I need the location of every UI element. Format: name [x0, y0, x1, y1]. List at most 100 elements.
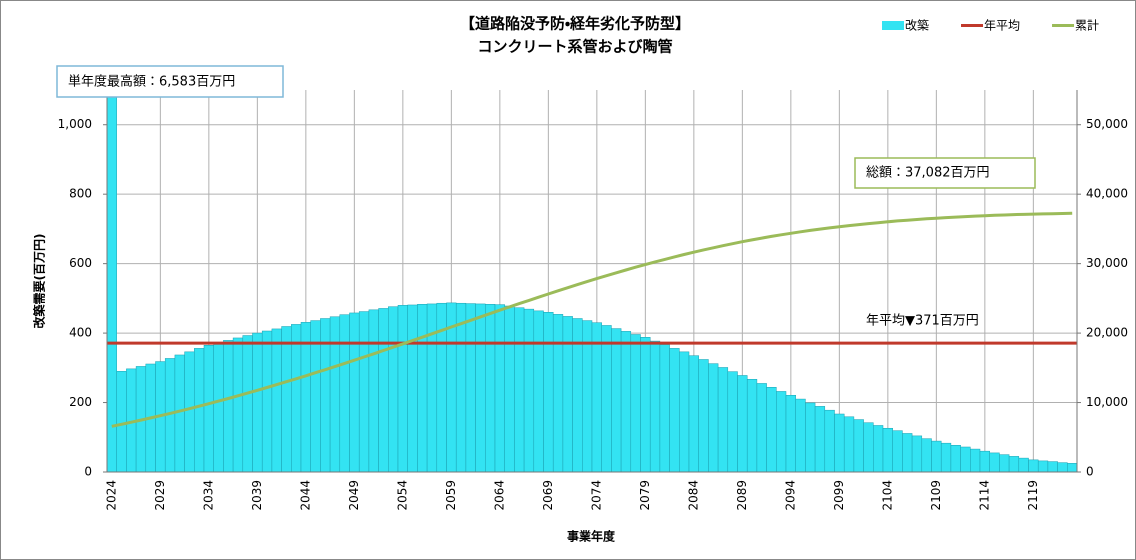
bar [203, 344, 214, 472]
bar [261, 330, 273, 472]
y-tick-label: 0 [84, 465, 92, 479]
bar [611, 328, 622, 472]
bar [455, 302, 467, 472]
x-tick-label: 2064 [492, 480, 506, 511]
bar [746, 379, 758, 472]
bar [834, 413, 845, 472]
bar [552, 314, 564, 472]
x-tick-label: 2104 [880, 480, 894, 511]
bar [232, 337, 244, 472]
x-tick-label: 2029 [153, 480, 167, 511]
bar [358, 311, 370, 472]
bar [533, 310, 544, 472]
bar [339, 314, 350, 472]
bar [940, 442, 952, 472]
bar [863, 422, 874, 472]
bar [717, 367, 729, 472]
bar [116, 371, 127, 472]
bar [979, 450, 990, 472]
legend-label: 年平均 [984, 19, 1020, 33]
y2-tick-label: 20,000 [1086, 326, 1128, 340]
x-tick-label: 2084 [686, 480, 700, 511]
bar [494, 304, 505, 472]
bar [999, 454, 1010, 472]
bar [417, 304, 428, 472]
x-tick-label: 2119 [1026, 480, 1040, 511]
bar [785, 395, 796, 472]
legend-label: 改築 [905, 18, 929, 33]
bar [659, 344, 670, 472]
legend-swatch [882, 21, 904, 30]
x-tick-label: 2059 [444, 480, 458, 511]
bar [911, 435, 923, 472]
bar [669, 348, 680, 472]
y-tick-label: 200 [69, 395, 92, 409]
bar [407, 304, 418, 472]
bar [921, 438, 932, 472]
bar [562, 316, 573, 472]
bar [698, 359, 709, 472]
x-tick-label: 2114 [977, 480, 991, 511]
bar [950, 445, 961, 472]
x-tick-label: 2074 [589, 480, 603, 511]
bar [708, 363, 719, 472]
bar [795, 398, 806, 472]
bar [902, 433, 913, 472]
bar [300, 322, 311, 472]
bar [514, 307, 525, 472]
bar [475, 303, 486, 472]
plot-layer [107, 90, 1077, 472]
bar [320, 318, 331, 472]
bar [892, 430, 903, 472]
x-tick-label: 2069 [541, 480, 555, 511]
bar [378, 308, 389, 472]
bar [805, 402, 816, 472]
chart-subtitle: コンクリート系管および陶管 [477, 38, 672, 56]
bar [843, 416, 855, 472]
bar [1047, 461, 1058, 472]
bar [252, 332, 263, 472]
bar [727, 371, 738, 472]
x-tick-label: 2044 [298, 480, 312, 511]
x-tick-label: 2094 [783, 480, 797, 511]
bar [194, 348, 205, 472]
bar [620, 331, 632, 472]
bar [504, 305, 515, 472]
y2-tick-label: 50,000 [1086, 117, 1128, 131]
annotation: 年平均▼371百万円 [866, 314, 979, 329]
bar [853, 419, 864, 472]
x-tick-label: 2024 [104, 480, 118, 511]
bar [776, 391, 787, 472]
x-tick-label: 2049 [347, 480, 361, 511]
bar [873, 425, 884, 472]
bar [388, 306, 399, 472]
bar [882, 427, 893, 472]
bar [426, 303, 438, 472]
y-tick-label: 1,000 [58, 117, 92, 131]
chart-title: 【道路陥没予防・経年劣化予防型】 [460, 15, 690, 33]
bar [465, 303, 476, 472]
bar [281, 326, 292, 472]
x-axis-title: 事業年度 [567, 529, 615, 544]
bar [1028, 459, 1039, 472]
bar [640, 337, 651, 472]
bar [1037, 460, 1049, 472]
y-tick-label: 600 [69, 256, 92, 270]
bar [397, 305, 408, 472]
bar [368, 309, 379, 472]
bar [989, 452, 1000, 472]
bar [814, 406, 826, 472]
x-tick-label: 2054 [395, 480, 409, 511]
bar [649, 340, 661, 472]
y2-tick-label: 30,000 [1086, 256, 1128, 270]
bar [630, 334, 641, 472]
bar [737, 375, 748, 472]
annotation: 単年度最高額：6,583百万円 [68, 74, 235, 90]
bar [242, 335, 253, 472]
bar [349, 312, 360, 472]
bar [572, 318, 583, 472]
x-tick-label: 2109 [929, 480, 943, 511]
x-tick-label: 2099 [832, 480, 846, 511]
